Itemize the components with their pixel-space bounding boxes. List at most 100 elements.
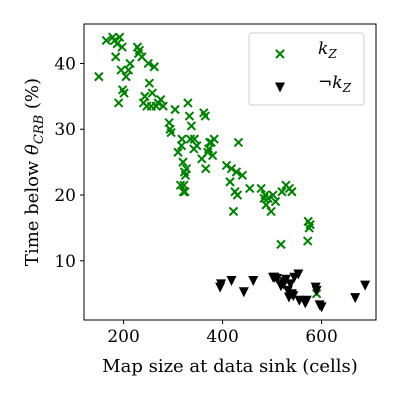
data-point-kz (114, 32, 125, 42)
data-point-not-kz (288, 291, 299, 302)
data-point-not-kz (293, 269, 304, 280)
x-tick-label: 400 (206, 327, 238, 347)
data-point-not-kz (226, 276, 237, 287)
data-point-kz (166, 127, 176, 138)
axis-ticks: 200 400 600 10 20 30 40 (54, 54, 337, 347)
data-point-kz (149, 62, 159, 72)
data-point-not-kz (350, 293, 361, 304)
data-point-kz (266, 206, 276, 217)
data-point-kz (180, 187, 190, 197)
y-axis-title-prefix: Time below (22, 155, 43, 266)
x-tick-label: 200 (107, 327, 139, 347)
data-point-kz (225, 177, 235, 187)
data-point-not-kz (360, 280, 371, 291)
y-tick-label: 20 (54, 186, 76, 206)
data-point-kz (305, 219, 315, 230)
data-point-kz (110, 52, 121, 62)
data-point-kz (302, 236, 313, 246)
data-point-kz (175, 180, 186, 190)
data-point-kz (117, 42, 127, 52)
legend-label-kz-main: k (318, 39, 328, 59)
data-point-kz (226, 164, 237, 174)
data-point-kz (113, 98, 124, 108)
data-point-kz (101, 35, 111, 46)
legend-marker-glyph-kz (275, 49, 285, 59)
data-point-kz (287, 187, 297, 197)
data-point-kz (112, 39, 122, 49)
x-tick-label: 600 (305, 327, 337, 347)
data-point-kz (209, 134, 219, 144)
data-point-kz (140, 91, 150, 102)
legend-marker-not-kz (275, 82, 285, 93)
data-point-kz (200, 111, 210, 121)
data-point-not-kz (238, 287, 249, 298)
data-point-kz (125, 58, 135, 69)
legend-label-not-kz: ¬kZ (318, 73, 352, 95)
y-axis-title-suffix: (%) (22, 78, 43, 115)
legend-label-not-kz-subscript: Z (342, 81, 352, 95)
data-point-kz (232, 190, 243, 200)
data-point-not-kz (301, 295, 312, 306)
data-point-kz (261, 200, 271, 210)
legend-label-kz-subscript: Z (327, 47, 337, 61)
data-point-kz (143, 58, 154, 69)
data-point-kz (186, 121, 197, 131)
data-point-kz (173, 147, 183, 157)
y-axis-title: Time below θCRB (%) (22, 78, 47, 266)
data-point-kz (121, 71, 131, 82)
data-point-not-kz (272, 274, 283, 285)
y-tick-label: 40 (54, 54, 76, 74)
series-kz-points (94, 32, 322, 299)
data-point-kz (177, 134, 187, 144)
data-point-kz (170, 104, 180, 115)
data-point-kz (237, 170, 248, 180)
data-point-kz (221, 160, 232, 171)
data-point-kz (189, 134, 200, 144)
data-point-not-kz (311, 285, 322, 296)
legend-marker-glyph-not-kz (275, 82, 285, 93)
data-point-kz (270, 196, 281, 207)
data-point-kz (116, 65, 126, 75)
data-point-kz (123, 65, 134, 75)
data-point-kz (268, 190, 278, 200)
plot-area-frame (83, 23, 377, 321)
data-point-kz (183, 98, 193, 108)
y-tick-label: 30 (54, 120, 76, 140)
legend-marker-kz (275, 49, 285, 59)
data-point-kz (207, 150, 218, 161)
data-point-kz (94, 71, 104, 82)
data-point-kz (156, 94, 166, 105)
data-point-kz (119, 88, 129, 98)
y-axis-title-subscript: CRB (32, 115, 47, 144)
legend-label-not-kz-main: k (332, 73, 342, 93)
y-axis-title-theta: θ (22, 144, 43, 155)
data-point-kz (158, 101, 168, 111)
x-axis-title: Map size at data sink (cells) (102, 356, 358, 377)
data-point-not-kz (294, 295, 305, 306)
data-point-kz (263, 193, 273, 204)
y-tick-label: 10 (54, 252, 76, 272)
data-point-kz (134, 45, 145, 56)
data-point-kz (144, 78, 155, 88)
series-not-kz-points (215, 269, 371, 313)
data-point-kz (228, 206, 239, 217)
data-point-not-kz (285, 279, 296, 290)
data-point-kz (192, 140, 202, 151)
data-point-kz (276, 239, 286, 250)
data-point-kz (277, 187, 287, 197)
data-point-kz (231, 167, 242, 177)
legend-label-not-kz-prefix: ¬ (318, 73, 332, 93)
data-point-kz (256, 183, 266, 194)
data-point-not-kz (316, 302, 327, 313)
data-point-kz (147, 88, 158, 98)
data-point-not-kz (216, 279, 227, 290)
data-point-kz (184, 111, 195, 121)
data-point-kz (201, 164, 211, 174)
data-point-kz (181, 164, 192, 174)
legend: kZ ¬kZ (248, 32, 365, 106)
data-point-kz (245, 183, 255, 194)
data-point-not-kz (248, 276, 259, 287)
data-point-kz (233, 137, 244, 148)
legend-label-kz: kZ (318, 39, 337, 61)
